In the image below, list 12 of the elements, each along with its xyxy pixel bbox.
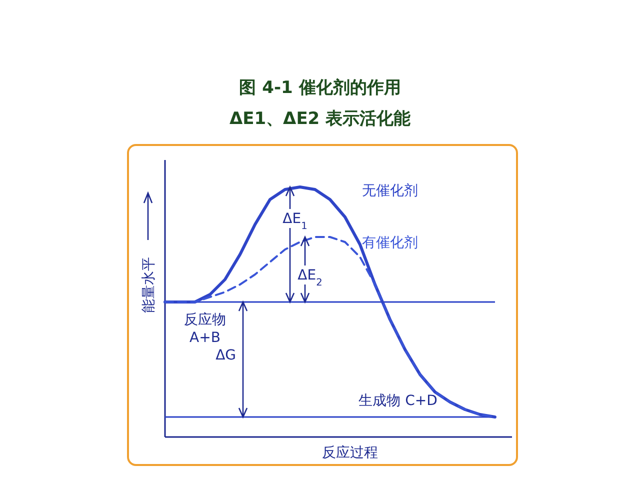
x-axis-title: 反应过程 [322, 445, 378, 461]
annotation: ΔE$_{2}$ [298, 268, 322, 288]
annotation: 生成物 C+D [358, 393, 438, 409]
chart-subtitle: ΔE1、ΔE2 表示活化能 [229, 109, 411, 129]
annotation: ΔE$_{1}$ [282, 211, 308, 232]
annotation: A+B [190, 330, 220, 346]
series-label: 有催化剂 [362, 235, 418, 251]
series-label: 无催化剂 [362, 183, 418, 199]
annotation: 反应物 [184, 312, 226, 328]
y-axis-title: 能量水平 [141, 257, 157, 313]
chart-title: 图 4-1 催化剂的作用 [239, 78, 401, 98]
annotation: ΔG [216, 348, 236, 364]
